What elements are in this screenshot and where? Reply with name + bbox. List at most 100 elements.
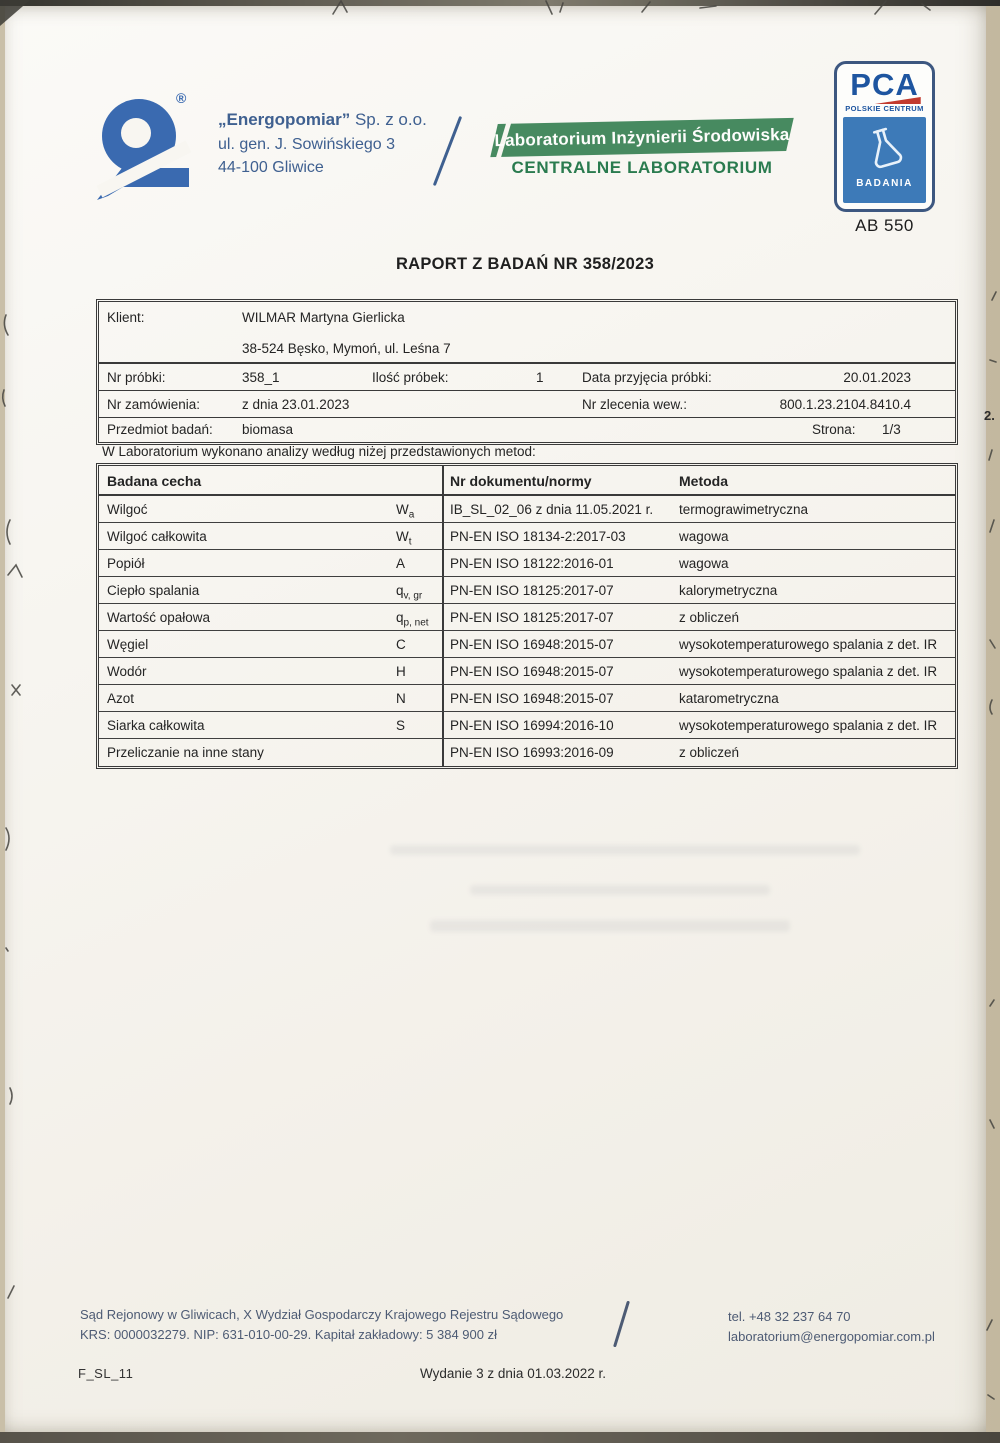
internal-order-label: Nr zlecenia wew.: (582, 397, 688, 412)
table-row: Przedmiot badań: biomasa Strona: 1/3 (99, 418, 955, 442)
method-name: z obliczeń (679, 610, 740, 625)
symbol-base: W (396, 529, 409, 544)
feature-name: Siarka całkowita (107, 718, 205, 733)
feature-name: Wilgoć całkowita (107, 529, 207, 544)
table-row: Klient: WILMAR Martyna Gierlicka (99, 302, 955, 333)
feature-name: Wodór (107, 664, 147, 679)
sample-number-value: 358_1 (242, 370, 280, 385)
footer-court-line: Sąd Rejonowy w Gliwicach, X Wydział Gosp… (80, 1307, 564, 1322)
symbol-base: q (396, 610, 404, 625)
feature-name: Wartość opałowa (107, 610, 211, 625)
feature-name: Przeliczanie na inne stany (107, 745, 264, 760)
pca-badania-label: BADANIA (856, 178, 913, 189)
header-method: Metoda (679, 473, 728, 489)
norm-number: PN-EN ISO 18122:2016-01 (450, 556, 614, 571)
pca-org-line1: POLSKIE CENTRUM (845, 104, 924, 113)
scan-edge-bottom (0, 1432, 1000, 1443)
method-name: wysokotemperaturowego spalania z det. IR (679, 664, 938, 679)
sample-number-label: Nr próbki: (107, 370, 166, 385)
table-row: 38-524 Bęsko, Mymoń, ul. Leśna 7 (99, 333, 955, 364)
scan-edge-top (0, 0, 1000, 6)
methods-intro-text: W Laboratorium wykonano analizy według n… (102, 444, 536, 459)
pca-accreditation-badge: PCA POLSKIE CENTRUM AKREDYTACJI BADANIA (834, 61, 935, 212)
symbol-base: H (396, 664, 406, 679)
table-row: Siarka całkowita S PN-EN ISO 16994:2016-… (99, 712, 955, 739)
feature-name: Ciepło spalania (107, 583, 200, 598)
feature-symbol: qv, gr (396, 583, 422, 602)
feature-symbol: Wt (396, 529, 412, 548)
client-info-table: Klient: WILMAR Martyna Gierlicka 38-524 … (96, 299, 958, 445)
company-name-suffix: Sp. z o.o. (350, 110, 427, 129)
paper-sheet (5, 6, 986, 1432)
feature-symbol: qp, net (396, 610, 429, 629)
symbol-sub: v, gr (403, 590, 423, 602)
table-row: Azot N PN-EN ISO 16948:2015-07 kataromet… (99, 685, 955, 712)
feature-symbol: C (396, 637, 406, 656)
table-row: Wartość opałowa qp, net PN-EN ISO 18125:… (99, 604, 955, 631)
handwritten-margin-mark: 2. (984, 408, 995, 423)
symbol-base: S (396, 718, 406, 733)
table-row: Ciepło spalania qv, gr PN-EN ISO 18125:2… (99, 577, 955, 604)
symbol-base: N (396, 691, 406, 706)
norm-number: PN-EN ISO 16993:2016-09 (450, 745, 614, 760)
central-laboratory-label: CENTRALNE LABORATORIUM (511, 158, 773, 177)
sample-count-value: 1 (536, 370, 544, 385)
test-subject-value: biomasa (242, 422, 294, 437)
methods-table: Badana cecha Nr dokumentu/normy Metoda W… (96, 463, 958, 769)
client-address: 38-524 Bęsko, Mymoń, ul. Leśna 7 (242, 341, 451, 356)
footer-phone: tel. +48 32 237 64 70 (728, 1309, 851, 1324)
pca-badania-box: BADANIA (843, 117, 926, 203)
accreditation-number: AB 550 (855, 216, 914, 235)
table-row: Węgiel C PN-EN ISO 16948:2015-07 wysokot… (99, 631, 955, 658)
header-feature: Badana cecha (107, 473, 202, 489)
method-name: kalorymetryczna (679, 583, 778, 598)
company-name-bold: „Energopomiar” (218, 110, 351, 129)
form-code: F_SL_11 (78, 1366, 134, 1381)
method-name: katarometryczna (679, 691, 779, 706)
symbol-sub: t (408, 536, 412, 548)
norm-number: PN-EN ISO 16948:2015-07 (450, 691, 614, 706)
symbol-base: W (396, 502, 409, 517)
pca-red-accent (874, 97, 921, 104)
header-norm: Nr dokumentu/normy (450, 473, 592, 489)
norm-number: PN-EN ISO 16948:2015-07 (450, 664, 614, 679)
lab-banner-label: Laboratorium Inżynierii Środowiska (494, 124, 790, 151)
pca-acronym-text: PCA (850, 67, 919, 102)
company-address-block: „Energopomiar” Sp. z o.o. ul. gen. J. So… (218, 108, 427, 179)
sample-count-label: Ilość próbek: (372, 370, 449, 385)
table-row: Nr próbki: 358_1 Ilość próbek: 1 Data pr… (99, 364, 955, 391)
company-city: 44-100 Gliwice (218, 158, 324, 176)
energopomiar-logo (96, 99, 192, 200)
receipt-date-value: 20.01.2023 (843, 370, 911, 385)
feature-name: Azot (107, 691, 135, 706)
method-name: wagowa (679, 556, 729, 571)
edition-note: Wydanie 3 z dnia 01.03.2022 r. (420, 1366, 607, 1381)
method-name: wysokotemperaturowego spalania z det. IR (679, 637, 938, 652)
method-name: z obliczeń (679, 745, 740, 760)
table-row: Popiół A PN-EN ISO 18122:2016-01 wagowa (99, 550, 955, 577)
method-name: wagowa (679, 529, 729, 544)
order-number-value: z dnia 23.01.2023 (242, 397, 350, 412)
table-row: Przeliczanie na inne stany PN-EN ISO 169… (99, 739, 955, 766)
feature-name: Popiół (107, 556, 145, 571)
norm-number: PN-EN ISO 18134-2:2017-03 (450, 529, 626, 544)
receipt-date-label: Data przyjęcia próbki: (582, 370, 712, 385)
lab-banner: Laboratorium Inżynierii Środowiska (490, 117, 794, 160)
page-number-label: Strona: (812, 422, 856, 437)
report-title: RAPORT Z BADAŃ NR 358/2023 (395, 255, 655, 273)
norm-number: PN-EN ISO 18125:2017-07 (450, 610, 614, 625)
symbol-base: q (396, 583, 404, 598)
footer-legal-block: Sąd Rejonowy w Gliwicach, X Wydział Gosp… (80, 1305, 563, 1345)
bleed-through-smudge (470, 885, 770, 895)
footer-krs-line: KRS: 0000032279. NIP: 631-010-00-29. Kap… (80, 1327, 497, 1343)
footer-email: laboratorium@energopomiar.com.pl (728, 1329, 935, 1345)
feature-symbol: Wa (396, 502, 414, 521)
feature-symbol: A (396, 556, 405, 575)
methods-table-header: Badana cecha Nr dokumentu/normy Metoda (99, 466, 955, 496)
symbol-base: C (396, 637, 406, 652)
bleed-through-smudge (390, 845, 860, 855)
company-name: „Energopomiar” Sp. z o.o. (218, 108, 427, 133)
feature-name: Wilgoć (107, 502, 148, 517)
norm-number: PN-EN ISO 18125:2017-07 (450, 583, 614, 598)
